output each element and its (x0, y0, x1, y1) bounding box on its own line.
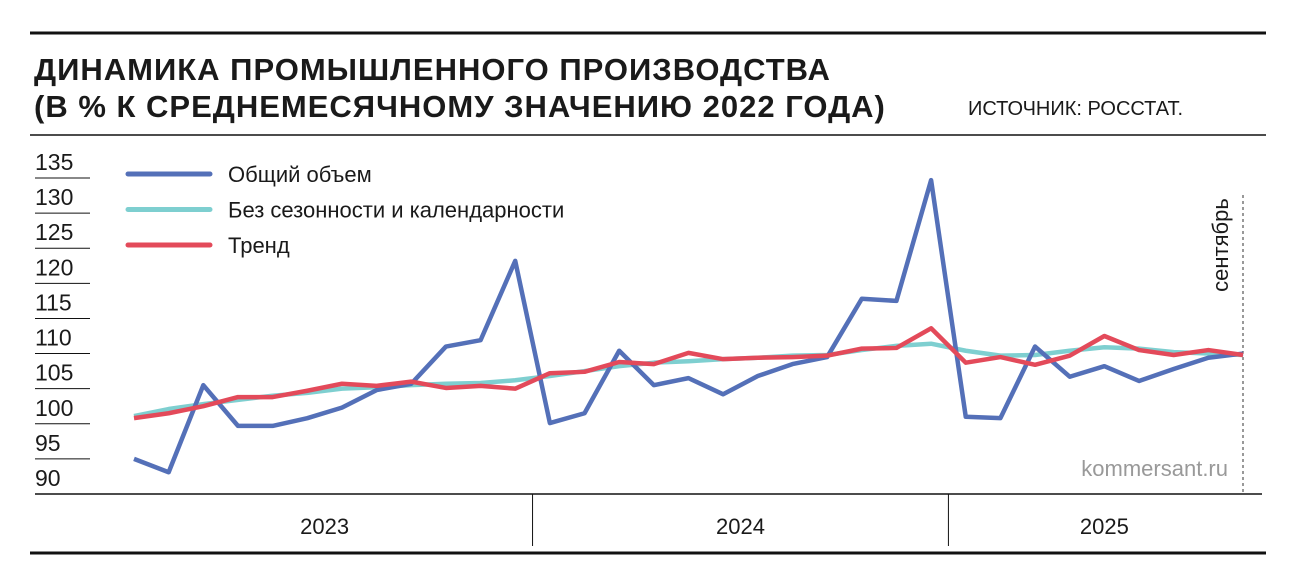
legend-label: Общий объем (228, 162, 372, 187)
y-tick-label: 100 (35, 395, 73, 421)
legend-label: Без сезонности и календарности (228, 198, 564, 223)
chart-title: (В % К СРЕДНЕМЕСЯЧНОМУ ЗНАЧЕНИЮ 2022 ГОД… (34, 89, 886, 124)
y-tick-label: 95 (35, 430, 61, 456)
chart-title: ДИНАМИКА ПРОМЫШЛЕННОГО ПРОИЗВОДСТВА (34, 52, 831, 87)
line-series (133, 326, 1244, 421)
y-tick-label: 130 (35, 184, 73, 210)
watermark: kommersant.ru (1081, 456, 1228, 481)
y-tick-label: 115 (35, 289, 72, 315)
y-tick-label: 125 (35, 219, 73, 245)
x-group-label: 2023 (300, 514, 349, 539)
legend-label: Тренд (228, 233, 290, 258)
y-tick-label: 120 (35, 254, 73, 280)
annotation: сентябрь (1208, 198, 1233, 292)
y-tick-label: 135 (35, 149, 73, 175)
line-series (133, 341, 1244, 419)
x-group-label: 2024 (716, 514, 765, 539)
x-group-label: 2025 (1080, 514, 1129, 539)
y-tick-label: 110 (35, 325, 72, 351)
source: ИСТОЧНИК: РОССТАТ. (968, 98, 1183, 120)
y-tick-label: 105 (35, 360, 73, 386)
line-series (133, 177, 1244, 475)
y-tick-label: 90 (35, 465, 61, 491)
